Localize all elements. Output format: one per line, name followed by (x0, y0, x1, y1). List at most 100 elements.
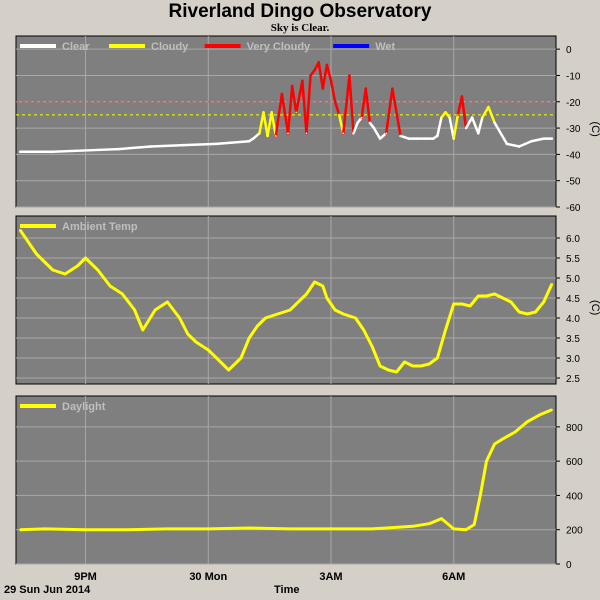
ambient-point-35 (379, 365, 382, 367)
sky-point-11 (266, 135, 269, 137)
ambient-panel (15, 215, 557, 385)
sky-point-4 (150, 145, 152, 148)
sky-point-9 (258, 132, 261, 135)
ambient-point-42 (436, 357, 439, 359)
ambient-series-group (18, 229, 554, 374)
daylight-point-1 (43, 527, 46, 530)
ambient-point-4 (76, 265, 79, 267)
sky-segment-6 (215, 139, 251, 146)
ambient-point-25 (297, 301, 300, 303)
ambient-point-33 (362, 329, 365, 331)
sky-segment-30 (352, 121, 359, 135)
sky-point-56 (493, 122, 496, 124)
ambient-point-53 (526, 313, 529, 315)
daylight-point-11 (428, 522, 431, 525)
ambient-point-34 (370, 345, 373, 347)
sky-point-57 (506, 143, 508, 145)
sky-point-55 (487, 106, 490, 108)
sky-point-6 (215, 143, 218, 145)
daylight-point-5 (207, 527, 210, 530)
ambient-point-11 (154, 309, 157, 311)
sky-legend-label-2: Very Cloudy (247, 41, 311, 53)
sky-point-49 (457, 114, 459, 116)
sky-legend-label-1: Cloudy (151, 41, 189, 53)
daylight-point-16 (479, 494, 482, 497)
sky-point-46 (444, 111, 447, 114)
date-label: 29 Sun Jun 2014 (4, 584, 91, 596)
sky-segment-52 (470, 116, 480, 135)
sky-point-3 (117, 148, 120, 150)
daylight-point-7 (289, 527, 292, 530)
sky-point-51 (465, 127, 467, 129)
daylight-point-0 (19, 528, 22, 531)
sky-segment-36 (378, 132, 388, 140)
daylight-point-15 (473, 523, 476, 526)
daylight-point-14 (465, 528, 467, 531)
sky-segment-25 (329, 79, 337, 104)
sky-ytick-label-0: 0 (566, 45, 572, 56)
sky-segment-18 (301, 79, 308, 135)
sky-segment-2 (84, 147, 120, 152)
ambient-point-8 (121, 293, 124, 295)
sky-point-50 (461, 95, 463, 98)
sky-point-41 (416, 137, 418, 140)
sky-point-32 (360, 116, 363, 119)
daylight-point-8 (330, 527, 332, 530)
ambient-point-2 (51, 269, 54, 271)
sky-ytick-label-6: -60 (566, 203, 581, 214)
sky-point-37 (385, 132, 388, 135)
sky-segment-38 (391, 87, 402, 138)
sky-segment-16 (290, 84, 298, 114)
sky-point-18 (301, 79, 304, 82)
ambient-ytick-label-7: 2.5 (566, 374, 580, 385)
ambient-point-15 (195, 341, 197, 343)
sky-segment-22 (317, 61, 325, 90)
sky-segment-50 (460, 95, 468, 130)
daylight-point-6 (248, 527, 251, 529)
sky-point-23 (322, 87, 324, 90)
ambient-point-0 (19, 229, 22, 231)
ambient-point-54 (534, 311, 537, 313)
sky-segment-28 (342, 74, 351, 135)
sky-segment-24 (325, 63, 333, 82)
x-axis-title: Time (274, 584, 300, 596)
daylight-line (20, 408, 553, 532)
sky-point-30 (352, 132, 355, 135)
sky-series-group (18, 61, 554, 154)
sky-point-35 (373, 127, 375, 129)
ambient-point-56 (550, 283, 553, 285)
ambient-point-51 (510, 301, 512, 303)
sky-point-7 (248, 140, 250, 143)
ambient-point-41 (428, 363, 431, 365)
sky-point-19 (305, 132, 308, 135)
daylight-point-20 (514, 431, 517, 433)
ambient-point-38 (403, 361, 406, 363)
sky-point-1 (52, 150, 54, 153)
ambient-point-47 (477, 295, 480, 297)
sky-point-43 (432, 137, 435, 140)
daylight-point-9 (370, 527, 373, 530)
sky-segment-35 (372, 126, 382, 140)
daylight-point-23 (550, 408, 553, 411)
sky-point-16 (291, 85, 293, 87)
ambient-point-48 (485, 295, 488, 297)
chart-subtitle: Sky is Clear. (270, 22, 330, 34)
ambient-ytick-label-4: 4.0 (566, 314, 580, 325)
sky-point-22 (317, 61, 320, 64)
sky-point-45 (440, 116, 443, 119)
ambient-point-28 (321, 285, 324, 287)
x-tick-label-1: 30 Mon (189, 571, 227, 583)
sky-point-14 (281, 93, 283, 95)
ambient-point-45 (460, 303, 463, 305)
sky-segment-48 (452, 113, 460, 140)
sky-segment-56 (493, 121, 509, 146)
sky-point-28 (342, 132, 345, 135)
sky-point-36 (379, 137, 381, 140)
sky-point-33 (364, 87, 367, 90)
sky-segment-59 (530, 137, 545, 143)
sky-segment-3 (117, 145, 153, 151)
sky-point-15 (287, 132, 289, 135)
sky-segment-19 (305, 74, 312, 135)
sky-segment-1 (51, 149, 87, 154)
